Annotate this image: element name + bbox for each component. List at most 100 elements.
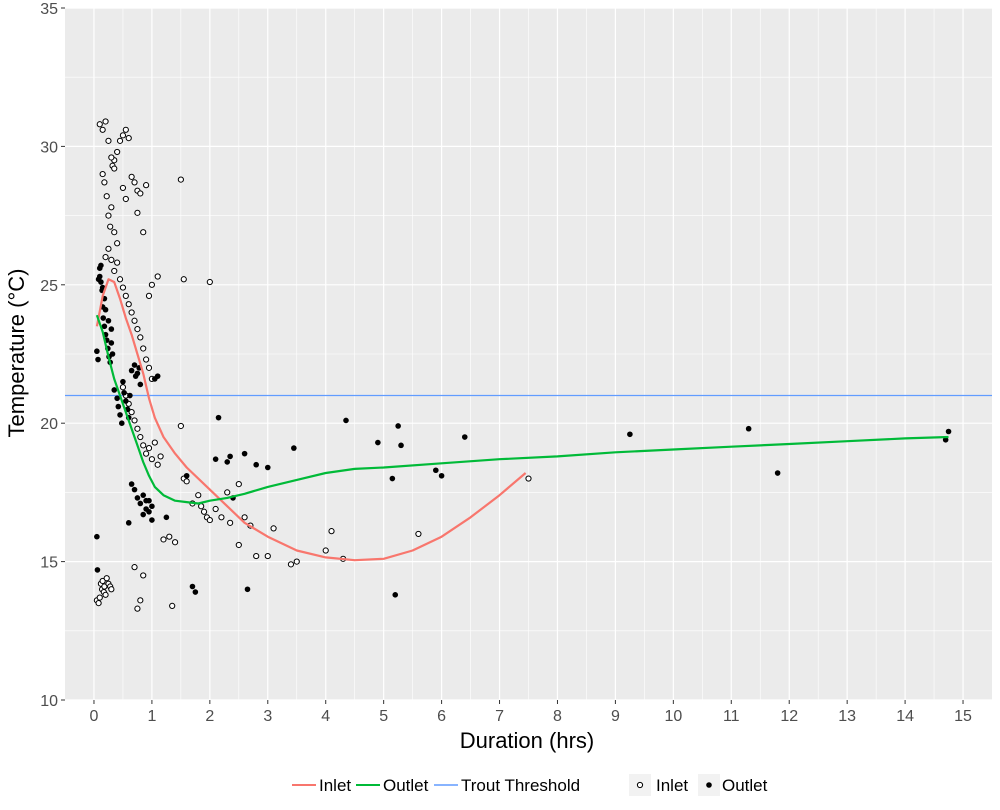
legend-inlet-point-label: Inlet	[656, 776, 688, 795]
outlet-point	[131, 486, 138, 493]
inlet-point	[105, 137, 112, 144]
inlet-point	[102, 118, 109, 125]
outlet-point	[134, 495, 141, 501]
inlet-point	[116, 137, 124, 144]
outlet-point	[774, 470, 781, 476]
inlet-point	[154, 273, 161, 280]
outlet-point	[212, 456, 219, 462]
inlet-point	[95, 600, 102, 607]
inlet-point	[253, 552, 260, 560]
inlet-point	[128, 173, 135, 180]
outlet-point	[224, 459, 231, 465]
inlet-point	[227, 519, 234, 526]
inlet-point	[131, 179, 138, 186]
inlet-point	[157, 453, 164, 460]
outlet-point	[392, 592, 399, 598]
points-layer	[93, 118, 952, 612]
legend-inlet-point-key	[636, 781, 644, 789]
inlet-point	[108, 256, 115, 263]
y-axis-title: Temperature (°C)	[4, 269, 29, 438]
x-tick-label: 6	[437, 708, 446, 725]
inlet-point	[119, 284, 127, 291]
inlet-point	[171, 539, 179, 546]
outlet-point	[120, 378, 126, 385]
outlet-point	[433, 467, 439, 474]
inlet-point	[122, 195, 129, 203]
outlet-point	[94, 533, 100, 540]
inlet-point	[131, 564, 138, 571]
legend: Inlet Outlet Trout Threshold Inlet Outle…	[292, 774, 768, 796]
outlet-point	[114, 395, 120, 402]
outlet-point	[94, 567, 101, 573]
inlet-point	[293, 558, 300, 565]
inlet-point	[122, 126, 129, 133]
inlet-point	[99, 126, 106, 133]
inlet-point	[101, 179, 108, 186]
inlet-point	[134, 325, 141, 333]
inlet-point	[140, 345, 147, 352]
inlet-point	[328, 528, 335, 535]
inlet-point	[108, 204, 115, 211]
inlet-point	[137, 433, 144, 441]
inlet-point	[415, 530, 422, 538]
inlet-point	[102, 591, 109, 598]
outlet-point	[241, 450, 248, 457]
inlet-point	[105, 245, 112, 252]
inlet-point	[177, 422, 184, 430]
inlet-point	[107, 223, 114, 230]
inlet-point	[122, 292, 129, 299]
x-tick-label: 11	[723, 708, 740, 725]
legend-outlet-line-label: Outlet	[383, 776, 429, 795]
outlet-point	[227, 453, 233, 460]
inlet-point	[125, 301, 132, 308]
outlet-point	[149, 517, 155, 523]
inlet-point	[111, 165, 118, 172]
inlet-point	[134, 425, 141, 432]
outlet-point	[117, 412, 123, 418]
outlet-point	[244, 586, 251, 593]
outlet-point	[264, 464, 271, 471]
inlet-point	[145, 445, 153, 452]
inlet-point	[183, 478, 190, 485]
inlet-point	[99, 577, 106, 585]
outlet-point	[140, 492, 147, 498]
inlet-point	[218, 514, 225, 521]
x-tick-label: 1	[147, 708, 156, 725]
outlet-point	[95, 356, 101, 363]
outlet-point	[942, 437, 949, 443]
inlet-point	[102, 254, 109, 261]
outlet-point	[105, 317, 112, 324]
x-tick-label: 12	[780, 708, 798, 725]
inlet-point	[151, 439, 158, 446]
outlet-point	[189, 583, 196, 590]
inlet-point	[137, 334, 144, 341]
outlet-point	[163, 514, 170, 521]
outlet-point	[108, 326, 115, 332]
inlet-point	[131, 317, 138, 324]
inlet-point	[131, 417, 138, 424]
inlet-point	[322, 547, 329, 554]
inlet-point	[264, 552, 271, 560]
legend-outlet-point-label: Outlet	[722, 776, 768, 795]
outlet-point	[102, 306, 109, 313]
x-tick-label: 3	[263, 708, 272, 725]
outlet-point	[98, 279, 104, 285]
outlet-point	[109, 351, 116, 357]
outlet-point	[125, 520, 132, 526]
y-tick-label: 25	[40, 278, 58, 295]
x-axis-title: Duration (hrs)	[460, 728, 594, 753]
inlet-point	[119, 184, 127, 192]
inlet-point	[206, 516, 213, 524]
outlet-point	[137, 500, 144, 507]
inlet-point	[224, 489, 231, 496]
inlet-point	[108, 586, 115, 593]
outlet-point	[111, 387, 118, 393]
inlet-point	[148, 456, 156, 463]
inlet-point	[166, 533, 173, 540]
y-tick-label: 10	[40, 693, 58, 710]
inlet-point	[169, 602, 176, 609]
outlet-point	[100, 315, 107, 321]
x-tick-label: 9	[611, 708, 620, 725]
inlet-point	[148, 281, 156, 288]
